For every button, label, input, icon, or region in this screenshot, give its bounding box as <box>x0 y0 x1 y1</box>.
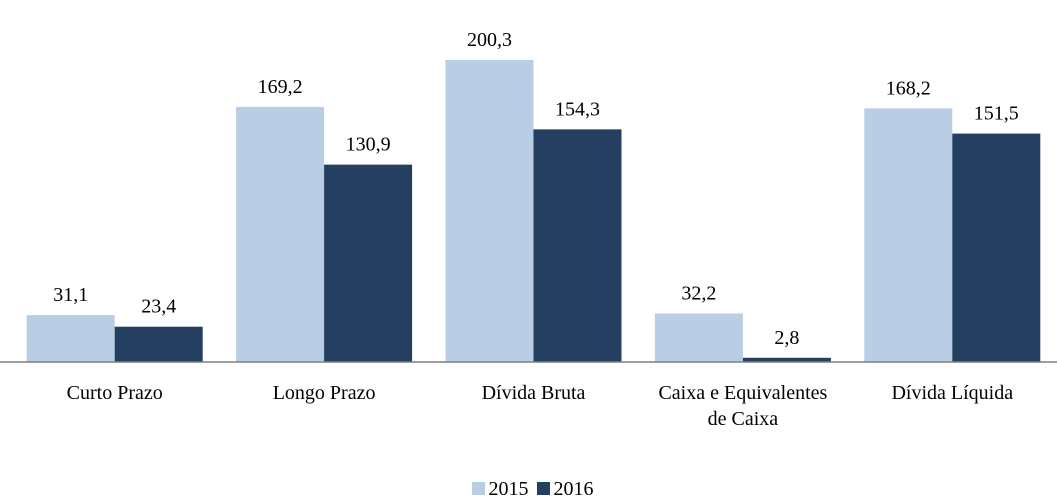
legend: 2015 2016 <box>0 478 1057 500</box>
x-tick-label: Dívida Líquida <box>891 382 1014 404</box>
data-label: 31,1 <box>53 284 88 306</box>
bar <box>654 313 743 362</box>
legend-swatch <box>471 482 485 495</box>
x-tick-label: Curto Prazo <box>66 382 163 404</box>
legend-swatch <box>536 482 550 495</box>
x-tick-label: Longo Prazo <box>272 382 376 404</box>
bar <box>114 326 203 362</box>
data-label: 32,2 <box>681 282 716 304</box>
data-label: 130,9 <box>346 134 391 156</box>
data-label: 2,8 <box>774 327 799 349</box>
x-tick-label: Dívida Bruta <box>481 382 586 404</box>
bar <box>533 129 622 362</box>
data-label: 151,5 <box>974 103 1019 125</box>
bar <box>26 315 115 362</box>
data-label: 200,3 <box>467 29 512 51</box>
bar <box>742 357 831 362</box>
legend-label: 2016 <box>553 478 594 500</box>
data-label: 168,2 <box>886 77 931 99</box>
x-tick-label: Caixa e Equivalentes de Caixa <box>658 382 828 430</box>
bar <box>324 164 413 362</box>
bar <box>952 133 1041 362</box>
bar <box>445 60 534 362</box>
data-label: 23,4 <box>141 296 176 318</box>
bar <box>236 106 325 363</box>
bar <box>864 108 953 362</box>
data-label: 169,2 <box>258 76 303 98</box>
legend-label: 2015 <box>488 478 529 500</box>
data-label: 154,3 <box>555 98 600 120</box>
